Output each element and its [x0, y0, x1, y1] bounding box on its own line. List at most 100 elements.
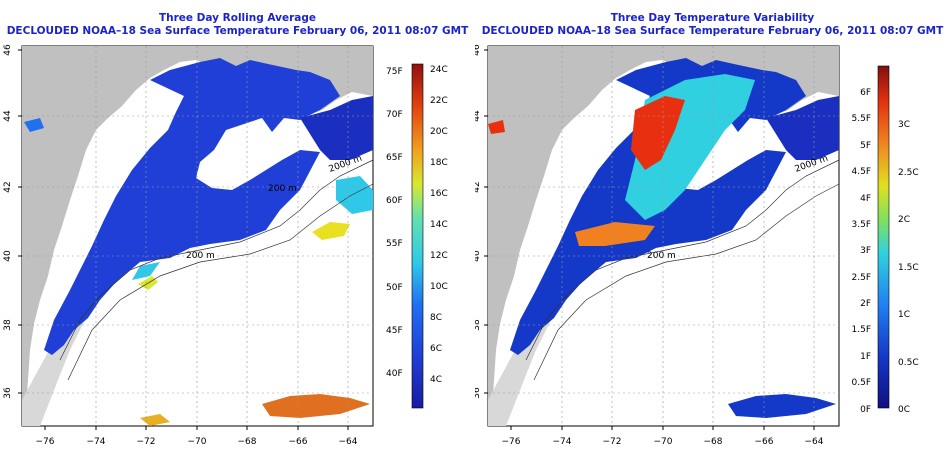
right-yaxis: 36 38 40 42 44 46 — [475, 44, 488, 399]
left-sst-warm-2 — [336, 176, 373, 214]
left-isobath-label-200a: 200 m — [268, 184, 297, 194]
colorbar-label: 45F — [386, 326, 403, 336]
colorbar-label: 1C — [898, 310, 910, 320]
left-isobath-label-200b: 200 m — [186, 251, 215, 261]
colorbar-label: 70F — [386, 110, 403, 120]
left-panel: Three Day Rolling Average DECLOUDED NOAA… — [3, 12, 469, 447]
right-lon-tick: −66 — [755, 437, 774, 447]
colorbar-label: 0.5F — [852, 378, 872, 388]
colorbar-label: 20C — [430, 127, 448, 137]
left-sst-warm-4 — [140, 414, 170, 426]
colorbar-label: 0F — [860, 405, 871, 415]
colorbar-label: 12C — [430, 251, 448, 261]
colorbar-label: 50F — [386, 283, 403, 293]
right-isobath-2000 — [533, 183, 840, 381]
colorbar-label: 1F — [860, 352, 871, 362]
right-var-hot — [631, 96, 685, 170]
colorbar-label: 6F — [860, 88, 871, 98]
left-sst-field — [44, 58, 340, 355]
colorbar-label: 60F — [386, 196, 403, 206]
colorbar-label: 16C — [430, 189, 448, 199]
left-lat-tick: 40 — [3, 250, 13, 262]
left-isobath-200 — [59, 159, 374, 361]
left-colorbar — [411, 63, 424, 409]
left-sst-warm-3 — [262, 394, 370, 418]
right-colorbar-celsius: 0C 0.5C 1C 1.5C 2C 2.5C 3C — [898, 120, 919, 415]
left-colorbar-fahrenheit: 40F 45F 50F 55F 60F 65F 70F 75F — [386, 67, 403, 379]
left-lat-tick: 44 — [3, 110, 13, 122]
left-xaxis: −76 −74 −72 −70 −68 −66 −64 — [36, 426, 358, 447]
right-var-north — [766, 96, 839, 160]
right-map-svg: 2000 m 200 m −76 −74 −72 −70 −68 −66 −64… — [475, 44, 919, 447]
right-lat-tick: 38 — [475, 319, 482, 331]
colorbar-label: 1.5F — [852, 325, 872, 335]
right-panel: Three Day Temperature Variability DECLOU… — [475, 0, 950, 475]
right-var-spot — [488, 120, 505, 134]
colorbar-label: 55F — [386, 239, 403, 249]
colorbar-label: 2.5C — [898, 168, 919, 178]
colorbar-label: 2F — [860, 299, 871, 309]
right-lat-tick: 36 — [475, 387, 482, 399]
left-lon-tick: −74 — [87, 437, 106, 447]
right-lon-tick: −68 — [704, 437, 723, 447]
colorbar-label: 2C — [898, 215, 910, 225]
colorbar-label: 75F — [386, 67, 403, 77]
colorbar-label: 18C — [430, 158, 448, 168]
colorbar-label: 4.5F — [852, 167, 872, 177]
left-lon-tick: −76 — [36, 437, 55, 447]
colorbar-label: 3C — [898, 120, 910, 130]
left-lon-tick: −66 — [289, 437, 308, 447]
left-lat-tick: 42 — [3, 181, 13, 192]
colorbar-label: 10C — [430, 282, 448, 292]
colorbar-label: 65F — [386, 153, 403, 163]
right-lon-tick: −74 — [553, 437, 572, 447]
left-subtitle: DECLOUDED NOAA–18 Sea Surface Temperatur… — [6, 25, 469, 37]
right-var-south — [728, 394, 836, 418]
right-colorbar-fahrenheit: 0F 0.5F 1F 1.5F 2F 2.5F 3F 3.5F 4F 4.5F … — [852, 88, 872, 415]
left-sst-warm-1 — [312, 222, 350, 240]
right-colorbar — [877, 65, 890, 409]
left-lon-tick: −72 — [137, 437, 156, 447]
right-isobath-200 — [525, 159, 840, 361]
colorbar-label: 5F — [860, 141, 871, 151]
right-lat-tick: 46 — [475, 44, 482, 56]
right-var-orange — [575, 222, 655, 246]
right-lon-tick: −76 — [502, 437, 521, 447]
left-lon-tick: −64 — [339, 437, 358, 447]
left-lat-tick: 38 — [3, 319, 13, 331]
colorbar-label: 40F — [386, 369, 403, 379]
right-lon-tick: −72 — [603, 437, 622, 447]
right-land — [488, 46, 839, 426]
left-lat-tick: 46 — [3, 44, 13, 56]
right-lat-tick: 40 — [475, 250, 482, 262]
right-isobath-label-200: 200 m — [647, 251, 676, 261]
colorbar-label: 6C — [430, 344, 442, 354]
right-xaxis: −76 −74 −72 −70 −68 −66 −64 — [502, 426, 824, 447]
colorbar-label: 1.5C — [898, 263, 919, 273]
left-isobath-2000 — [67, 183, 374, 381]
colorbar-label: 0.5C — [898, 358, 919, 368]
left-title: Three Day Rolling Average — [158, 12, 317, 24]
left-land — [22, 46, 373, 426]
left-lat-tick: 36 — [3, 387, 13, 399]
right-subtitle: DECLOUDED NOAA–18 Sea Surface Temperatur… — [481, 25, 944, 37]
right-lat-tick: 42 — [475, 181, 482, 192]
colorbar-label: 2.5F — [852, 273, 872, 283]
left-lon-tick: −68 — [238, 437, 257, 447]
colorbar-label: 22C — [430, 96, 448, 106]
colorbar-label: 4F — [860, 194, 871, 204]
left-colorbar-celsius: 4C 6C 8C 10C 12C 14C 16C 18C 20C 22C 24C — [430, 65, 448, 385]
colorbar-label: 24C — [430, 65, 448, 75]
colorbar-label: 3F — [860, 246, 871, 256]
colorbar-label: 8C — [430, 313, 442, 323]
right-grid — [488, 46, 839, 426]
left-yaxis: 36 38 40 42 44 46 — [3, 44, 22, 399]
colorbar-label: 5.5F — [852, 114, 872, 124]
left-lon-tick: −70 — [188, 437, 207, 447]
left-map-svg: 200 m 2000 m 200 m −76 −74 −72 −70 −68 −… — [3, 44, 448, 447]
left-grid — [22, 46, 373, 426]
left-sst-north — [300, 96, 373, 160]
right-lon-tick: −64 — [805, 437, 824, 447]
right-title: Three Day Temperature Variability — [610, 12, 815, 24]
colorbar-label: 0C — [898, 405, 910, 415]
